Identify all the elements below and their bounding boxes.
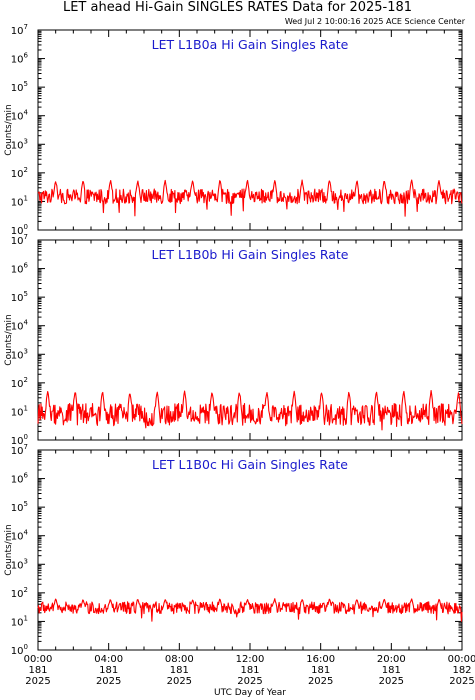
y-tick-label: 100 <box>11 433 28 447</box>
y-tick-label: 100 <box>11 643 28 657</box>
y-tick-label: 104 <box>11 529 29 543</box>
x-tick-label: 181 <box>382 665 401 676</box>
y-tick-label: 101 <box>11 614 28 628</box>
y-tick-label: 100 <box>11 223 28 237</box>
series-line <box>37 179 463 217</box>
x-tick-label: 181 <box>240 665 259 676</box>
y-tick-label: 103 <box>11 347 28 361</box>
panel-title: LET L1B0c Hi Gain Singles Rate <box>152 457 348 472</box>
y-tick-label: 107 <box>11 443 28 457</box>
panel-title: LET L1B0b Hi Gain Singles Rate <box>152 247 349 262</box>
timestamp: Wed Jul 2 10:00:16 2025 ACE Science Cent… <box>284 17 465 26</box>
y-tick-label: 107 <box>11 23 28 37</box>
y-tick-label: 102 <box>11 376 28 390</box>
series-line <box>37 389 463 431</box>
x-tick-label: 2025 <box>96 676 121 687</box>
x-tick-label: 16:00 <box>306 654 335 665</box>
x-tick-label: 2025 <box>308 676 333 687</box>
x-tick-label: 2025 <box>167 676 192 687</box>
x-tick-label: 182 <box>452 665 471 676</box>
panel-3: 100 101 102 103 104 105 106 107 LET L1B0c Hi Gai… <box>4 443 463 657</box>
panel-2: 100 101 102 103 104 105 106 107 LET L1B0b Hi Gai… <box>4 233 463 447</box>
page-title: LET ahead Hi-Gain SINGLES RATES Data for… <box>62 0 413 15</box>
x-tick-label: 181 <box>170 665 189 676</box>
x-tick-label: 181 <box>99 665 118 676</box>
x-tick-label: 04:00 <box>94 654 123 665</box>
x-tick-label: 12:00 <box>236 654 265 665</box>
plot-frame <box>37 449 463 651</box>
x-tick-label: 2025 <box>25 676 50 687</box>
x-tick-label: 2025 <box>379 676 404 687</box>
y-tick-label: 105 <box>11 500 28 514</box>
x-axis-title: UTC Day of Year <box>214 688 286 698</box>
x-tick-label: 181 <box>28 665 47 676</box>
y-axis-title: Counts/min <box>4 524 14 575</box>
y-tick-label: 106 <box>11 472 29 486</box>
x-tick-label: 2025 <box>449 676 474 687</box>
y-tick-label: 103 <box>11 557 28 571</box>
y-tick-label: 105 <box>11 290 28 304</box>
y-tick-label: 101 <box>11 404 28 418</box>
panel-1: 100 101 102 103 104 105 106 107 LET L1B0a Hi Gai… <box>4 23 463 237</box>
y-tick-label: 107 <box>11 233 28 247</box>
y-axis-title: Counts/min <box>4 104 14 155</box>
y-tick-label: 103 <box>11 137 28 151</box>
x-tick-label: 20:00 <box>377 654 406 665</box>
x-tick-label: 08:00 <box>165 654 194 665</box>
x-tick-label: 00:00 <box>448 654 475 665</box>
y-tick-label: 105 <box>11 80 28 94</box>
y-tick-label: 104 <box>11 319 29 333</box>
y-tick-label: 102 <box>11 586 28 600</box>
y-tick-label: 106 <box>11 262 29 276</box>
y-tick-label: 102 <box>11 166 28 180</box>
x-tick-label: 00:00 <box>24 654 53 665</box>
panel-title: LET L1B0a Hi Gain Singles Rate <box>152 37 349 52</box>
y-tick-label: 106 <box>11 52 29 66</box>
y-tick-label: 104 <box>11 109 29 123</box>
y-axis-title: Counts/min <box>4 314 14 365</box>
x-tick-label: 2025 <box>237 676 262 687</box>
series-line <box>37 598 463 622</box>
y-tick-label: 101 <box>11 194 28 208</box>
x-tick-label: 181 <box>311 665 330 676</box>
